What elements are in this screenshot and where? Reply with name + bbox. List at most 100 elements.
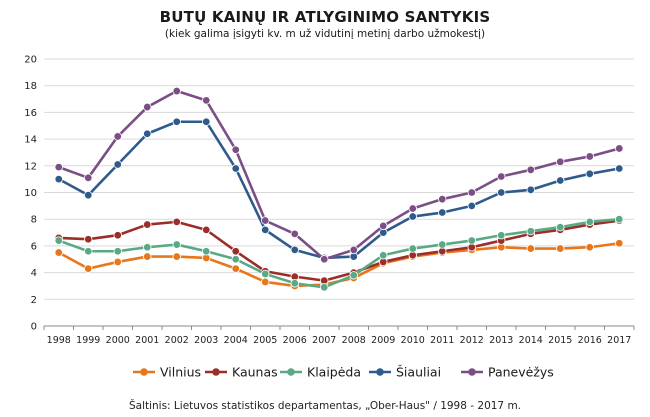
series-line-klaipeda [58, 217, 620, 289]
y-tick-label: 6 [31, 241, 37, 252]
data-point-panevezys [526, 165, 535, 175]
data-point-klaipeda [408, 244, 417, 253]
x-tick-label: 2015 [548, 335, 572, 346]
legend-marker-siauliai [376, 368, 384, 376]
x-tick-label: 2012 [460, 335, 484, 346]
data-point-panevezys [320, 255, 329, 264]
data-point-panevezys [54, 162, 63, 172]
data-point-kaunas [143, 220, 152, 229]
x-tick-label: 2007 [312, 335, 336, 346]
y-tick-label: 20 [24, 55, 37, 66]
legend-label-klaipeda: Klaipėda [307, 365, 361, 380]
data-point-siauliai [290, 245, 299, 255]
data-point-vilnius [615, 239, 624, 248]
legend-marker-panevezys [468, 368, 476, 376]
data-point-kaunas [172, 217, 181, 227]
data-point-vilnius [231, 264, 240, 273]
data-point-kaunas [231, 247, 240, 256]
y-tick-label: 10 [24, 188, 37, 199]
legend: Vilnius Kaunas Klaipėda Šiauliai Panevėžys [133, 365, 554, 380]
data-point-klaipeda [615, 214, 624, 224]
data-point-panevezys [615, 144, 624, 153]
y-tick-label: 12 [24, 161, 37, 172]
data-point-siauliai [556, 176, 565, 185]
series-line-kaunas [58, 219, 620, 282]
x-tick-label: 2014 [519, 335, 543, 346]
data-point-panevezys [231, 145, 240, 154]
x-tick-label: 2017 [607, 335, 631, 346]
data-point-siauliai [113, 160, 122, 169]
chart-subtitle: (kiek galima įsigyti kv. m už vidutinį m… [164, 28, 486, 40]
data-point-klaipeda [261, 269, 270, 279]
data-point-siauliai [261, 225, 270, 235]
data-point-klaipeda [143, 243, 152, 252]
data-point-klaipeda [585, 217, 594, 227]
x-tick-label: 1998 [47, 335, 71, 346]
data-point-vilnius [261, 277, 270, 287]
legend-marker-kaunas [212, 368, 220, 376]
data-point-klaipeda [497, 231, 506, 240]
x-tick-label: 2004 [224, 335, 248, 346]
data-point-klaipeda [526, 227, 535, 236]
data-point-siauliai [585, 169, 594, 179]
data-point-siauliai [172, 117, 181, 126]
data-point-siauliai [615, 164, 624, 173]
data-point-klaipeda [231, 255, 240, 264]
legend-marker-vilnius [140, 368, 148, 376]
data-point-panevezys [84, 173, 93, 183]
x-tick-label: 2003 [194, 335, 218, 346]
data-point-siauliai [54, 174, 63, 184]
data-point-panevezys [556, 157, 565, 166]
data-point-klaipeda [84, 247, 93, 256]
x-axis-ticks: 1998 1999 2000 2001 2002 2003 2004 2005 2006 2007… [43, 326, 635, 346]
x-tick-label: 2008 [342, 335, 366, 346]
y-tick-label: 2 [31, 295, 37, 306]
data-point-klaipeda [113, 247, 122, 256]
data-point-klaipeda [202, 247, 211, 256]
data-point-kaunas [113, 231, 122, 240]
legend-label-panevezys: Panevėžys [488, 365, 554, 380]
data-point-panevezys [143, 102, 152, 112]
source-note: Šaltinis: Lietuvos statistikos departame… [128, 400, 522, 412]
data-point-siauliai [143, 129, 152, 138]
x-tick-label: 2006 [283, 335, 307, 346]
data-point-vilnius [585, 243, 594, 252]
data-point-siauliai [84, 190, 93, 200]
legend-label-siauliai: Šiauliai [396, 365, 441, 380]
y-tick-label: 8 [31, 215, 37, 226]
data-point-panevezys [261, 216, 270, 225]
x-tick-label: 2013 [489, 335, 513, 346]
data-point-panevezys [172, 86, 181, 96]
x-tick-label: 2016 [578, 335, 602, 346]
y-tick-label: 16 [24, 108, 37, 119]
chart-title: BUTŲ KAINŲ IR ATLYGINIMO SANTYKIS [159, 8, 491, 26]
y-axis-ticks: 0 2 4 6 8 10 12 14 16 18 20 [24, 55, 37, 333]
data-point-klaipeda [349, 271, 358, 280]
data-point-klaipeda [320, 283, 329, 292]
data-point-panevezys [202, 96, 211, 105]
x-tick-label: 2009 [371, 335, 395, 346]
series-line-vilnius [58, 241, 620, 288]
data-point-panevezys [379, 221, 388, 231]
data-point-siauliai [202, 117, 211, 126]
x-tick-label: 2010 [401, 335, 425, 346]
data-point-vilnius [143, 252, 152, 261]
data-point-klaipeda [54, 236, 63, 245]
data-point-panevezys [438, 194, 447, 204]
legend-label-vilnius: Vilnius [160, 365, 201, 380]
x-tick-label: 2011 [430, 335, 454, 346]
data-point-vilnius [113, 257, 122, 267]
y-tick-label: 0 [31, 322, 37, 333]
data-point-siauliai [497, 188, 506, 197]
data-point-panevezys [497, 172, 506, 181]
data-point-siauliai [438, 208, 447, 217]
data-point-klaipeda [556, 223, 565, 232]
data-point-klaipeda [290, 279, 299, 288]
data-point-klaipeda [467, 236, 476, 245]
data-point-panevezys [467, 188, 476, 197]
data-point-panevezys [408, 204, 417, 213]
series-line-siauliai [58, 120, 620, 260]
data-point-siauliai [231, 164, 240, 173]
data-point-panevezys [290, 229, 299, 239]
